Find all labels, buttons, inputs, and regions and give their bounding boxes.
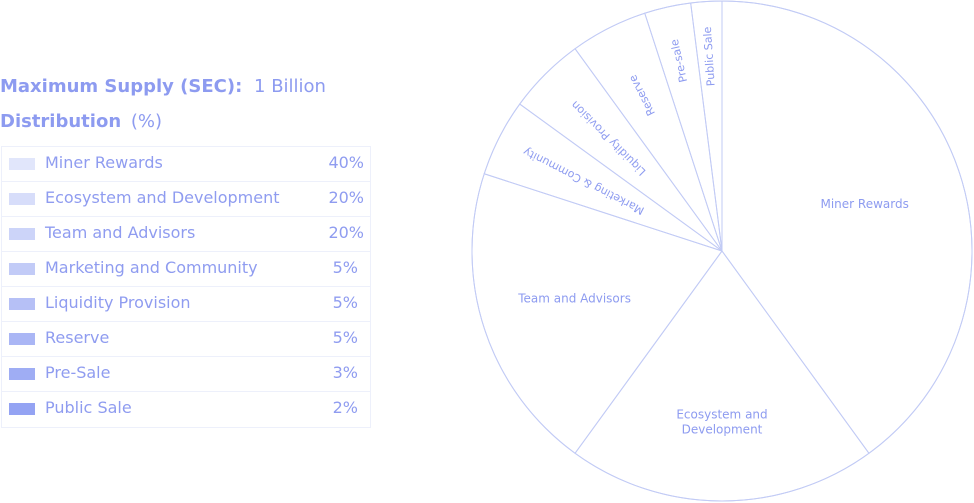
distribution-label: Distribution — [0, 111, 122, 132]
pie-slice — [471, 173, 723, 454]
max-supply-label: Maximum Supply (SEC): — [0, 76, 243, 97]
pie-slice — [690, 0, 723, 252]
row-percent: 5% — [332, 258, 358, 277]
row-percent: 3% — [332, 363, 358, 382]
distribution-table: Miner Rewards 40% Ecosystem and Developm… — [1, 146, 371, 428]
table-row: Team and Advisors 20% — [2, 217, 370, 252]
legend-swatch — [9, 403, 35, 415]
row-label: Team and Advisors — [45, 223, 196, 242]
table-row: Liquidity Provision 5% — [2, 287, 370, 322]
legend-swatch — [9, 333, 35, 345]
row-percent: 5% — [332, 328, 358, 347]
table-row: Miner Rewards 40% — [2, 147, 370, 182]
legend-swatch — [9, 263, 35, 275]
row-percent: 40% — [328, 153, 364, 172]
row-percent: 20% — [328, 188, 364, 207]
legend-swatch — [9, 368, 35, 380]
table-row: Marketing and Community 5% — [2, 252, 370, 287]
pie-slice — [721, 0, 973, 454]
legend-swatch — [9, 298, 35, 310]
pie-slice-label: Public Sale — [701, 26, 718, 87]
row-percent: 5% — [332, 293, 358, 312]
pie-slice-label: Ecosystem and Development — [676, 407, 767, 436]
table-row: Reserve 5% — [2, 322, 370, 357]
row-label: Ecosystem and Development — [45, 188, 280, 207]
pie-slice — [574, 250, 870, 502]
pie-slice-label: Miner Rewards — [820, 197, 908, 211]
row-label: Public Sale — [45, 398, 132, 417]
row-label: Liquidity Provision — [45, 293, 191, 312]
max-supply-value: 1 Billion — [254, 76, 326, 97]
row-percent: 20% — [328, 223, 364, 242]
row-label: Marketing and Community — [45, 258, 258, 277]
row-label: Miner Rewards — [45, 153, 163, 172]
row-label: Reserve — [45, 328, 110, 347]
row-label: Pre-Sale — [45, 363, 111, 382]
max-supply: Maximum Supply (SEC): 1 Billion — [0, 76, 326, 97]
legend-swatch — [9, 158, 35, 170]
distribution-unit: (%) — [130, 111, 163, 132]
table-row: Ecosystem and Development 20% — [2, 182, 370, 217]
pie-slice-label: Team and Advisors — [517, 291, 631, 305]
table-row: Public Sale 2% — [2, 392, 370, 427]
legend-swatch — [9, 193, 35, 205]
distribution-title: Distribution (%) — [0, 111, 162, 132]
row-percent: 2% — [332, 398, 358, 417]
table-row: Pre-Sale 3% — [2, 357, 370, 392]
legend-swatch — [9, 228, 35, 240]
distribution-pie-chart: Miner Rewards Ecosystem and Development Tea… — [471, 0, 973, 502]
